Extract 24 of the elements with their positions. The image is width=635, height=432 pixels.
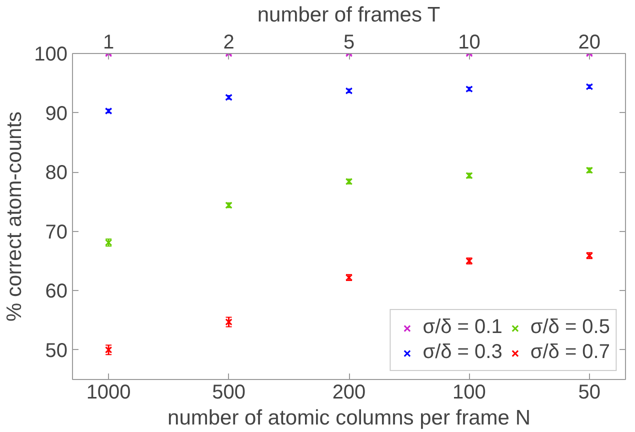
legend-label: σ/δ = 0.5 (530, 316, 610, 339)
legend-label: σ/δ = 0.7 (530, 341, 610, 364)
y-tick-label: 90 (45, 102, 68, 125)
annotation: 10 (458, 32, 480, 54)
annotation: 5 (343, 32, 355, 54)
x-tick-label: 100 (452, 382, 486, 404)
x-tick-label: 500 (212, 382, 246, 404)
x-axis-title: number of atomic columns per frame N (168, 406, 530, 430)
y-tick-label: 100 (34, 44, 68, 66)
x2-axis-title: number of frames T (257, 4, 440, 26)
legend-label: σ/δ = 0.1 (422, 316, 502, 339)
annotation: 2 (223, 32, 234, 54)
y-tick-label: 60 (45, 280, 68, 303)
y-tick-label: 80 (45, 162, 68, 184)
y-tick-label: 50 (45, 340, 68, 362)
legend-label: σ/δ = 0.3 (422, 341, 502, 364)
point (104, 346, 112, 354)
x-tick-label: 1000 (86, 382, 131, 404)
y-axis-title: % correct atom-counts (3, 111, 26, 322)
annotation: 20 (578, 32, 601, 54)
y-tick-label: 70 (45, 221, 68, 244)
annotation: 1 (103, 32, 114, 54)
x-tick-label: 50 (578, 382, 601, 404)
x-tick-label: 200 (332, 382, 366, 404)
